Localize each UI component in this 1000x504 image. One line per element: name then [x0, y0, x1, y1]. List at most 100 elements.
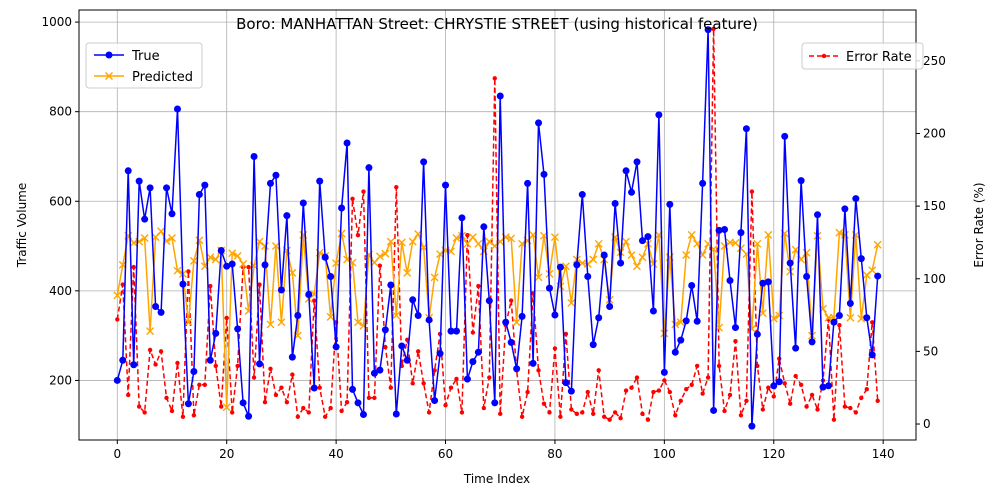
true-point [201, 181, 209, 189]
error-rate-point [120, 282, 125, 287]
error-rate-point [126, 392, 131, 398]
true-point [857, 255, 865, 263]
x-ticks: 0 20 40 60 80 100 120 140 [113, 440, 895, 461]
true-point [245, 412, 253, 420]
error-rate-point [809, 392, 815, 398]
true-point [266, 179, 274, 187]
error-rate-point [164, 395, 169, 401]
error-rate-point [487, 375, 492, 380]
error-rate-point [465, 232, 470, 238]
plot-frame [78, 9, 917, 441]
error-rate-point [115, 317, 120, 322]
error-rate-point [180, 414, 186, 419]
true-point [611, 200, 619, 207]
true-point [425, 316, 433, 324]
error-rate-point [700, 391, 705, 396]
error-rate-point [136, 404, 142, 409]
predicted-point [583, 259, 592, 268]
error-rate-point [831, 417, 837, 422]
true-point [173, 105, 181, 113]
true-point [573, 261, 581, 269]
error-rate-point [169, 408, 175, 414]
true-point [677, 336, 685, 344]
error-rate-point [853, 410, 859, 415]
error-rate-point [787, 401, 793, 406]
true-point [699, 179, 707, 187]
error-rate-point [541, 401, 547, 406]
error-rate-point [366, 395, 372, 401]
true-point [130, 361, 138, 369]
error-rate-point [142, 410, 147, 415]
error-rate-point [842, 404, 848, 409]
true-point [359, 410, 367, 418]
error-rate-point [705, 375, 711, 380]
error-rate-point [306, 410, 311, 415]
y-ticks-left: 200 400 600 800 1000 [41, 15, 79, 387]
error-rate-point [547, 410, 552, 415]
true-point [376, 366, 384, 374]
predicted-point [649, 259, 658, 268]
error-rate-point [508, 298, 514, 303]
error-rate-point [552, 346, 558, 351]
predicted-point [392, 311, 401, 320]
error-rate-point [284, 400, 290, 405]
true-point [535, 119, 543, 127]
true-point [458, 214, 466, 222]
true-point [759, 279, 767, 287]
true-point [682, 317, 690, 325]
true-point [485, 297, 493, 305]
true-point [431, 397, 439, 405]
predicted-point [266, 320, 275, 329]
y-right-tick-label: 200 [923, 126, 946, 140]
predicted-point [463, 239, 472, 248]
error-rate-point [673, 413, 678, 418]
predicted-point [534, 273, 543, 282]
true-point [666, 200, 674, 208]
predicted-point [211, 255, 220, 264]
true-point [710, 406, 718, 414]
predicted-point [408, 237, 417, 246]
true-point [365, 164, 373, 172]
predicted-point [189, 256, 198, 265]
true-point [507, 338, 515, 346]
error-rate-point [443, 402, 448, 408]
error-rate-point [684, 386, 689, 392]
chart-title: Boro: MANHATTAN Street: CHRYSTIE STREET … [236, 15, 758, 33]
error-rate-point [580, 410, 585, 415]
predicted-point [271, 242, 280, 251]
true-point [179, 280, 187, 288]
predicted-point [255, 237, 264, 246]
legend-right: Error Rate [801, 42, 924, 70]
true-point [436, 350, 444, 358]
predicted-point [485, 237, 494, 246]
error-rate-point [432, 368, 437, 373]
true-point [633, 158, 641, 166]
error-rate-point [312, 298, 317, 303]
predicted-point [671, 320, 680, 329]
true-point [272, 171, 280, 179]
legend-predicted-marker [104, 71, 114, 81]
true-series [113, 26, 882, 430]
error-rate-point [766, 385, 771, 390]
predicted-point [769, 314, 778, 323]
predicted-point [436, 250, 445, 259]
true-point [152, 303, 160, 311]
true-point [206, 356, 214, 364]
true-point [343, 139, 351, 147]
error-rate-point [268, 366, 273, 372]
predicted-point [430, 273, 439, 282]
y-tick-label: 1000 [41, 15, 72, 29]
legend-error-marker [821, 53, 827, 59]
error-rate-point [410, 381, 415, 386]
true-point [693, 317, 701, 325]
predicted-point [687, 230, 696, 239]
predicted-point [622, 237, 631, 246]
y-tick-label: 600 [49, 194, 72, 208]
true-point [141, 215, 149, 223]
true-point [310, 384, 318, 392]
predicted-point [261, 242, 269, 251]
predicted-point [168, 233, 176, 242]
error-rate-point [574, 411, 580, 417]
predicted-point [354, 318, 362, 327]
